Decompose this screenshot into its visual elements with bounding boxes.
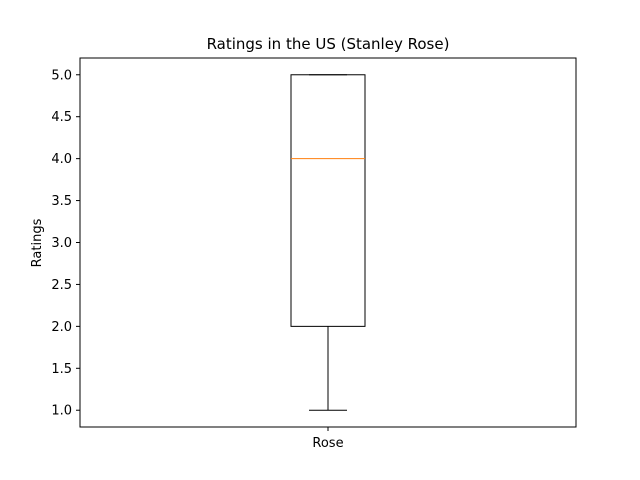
- y-tick-label: 3.5: [51, 194, 72, 209]
- box-iqr: [290, 74, 366, 327]
- y-tick-label: 4.5: [51, 110, 72, 125]
- y-tick-label: 4.0: [51, 152, 72, 167]
- chart-title: Ratings in the US (Stanley Rose): [207, 35, 450, 53]
- plot-area: 1.0 1.5 2.0 2.5 3.0 3.5 4.0 4.5 5.0 Rose: [51, 57, 577, 451]
- x-tick-label: Rose: [312, 436, 343, 451]
- y-tick-label: 1.0: [51, 404, 72, 419]
- y-tick-label: 2.0: [51, 320, 72, 335]
- y-tick-label: 1.5: [51, 362, 72, 377]
- y-tick-label: 2.5: [51, 278, 72, 293]
- y-axis-label: Ratings: [30, 218, 45, 267]
- y-tick-label: 3.0: [51, 236, 72, 251]
- y-tick-label: 5.0: [51, 68, 72, 83]
